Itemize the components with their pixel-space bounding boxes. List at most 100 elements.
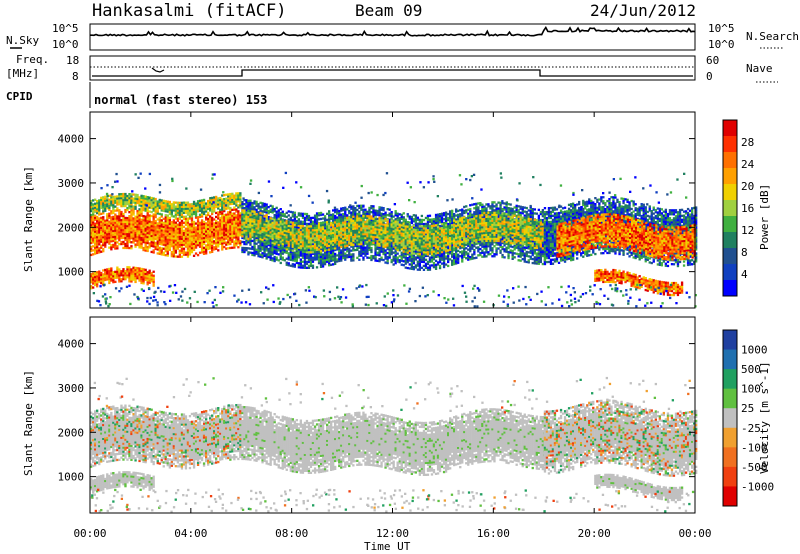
heatmap-cell xyxy=(190,203,194,206)
heatmap-cell xyxy=(156,252,159,255)
heatmap-cell xyxy=(219,234,222,238)
heatmap-cell xyxy=(376,213,379,217)
heatmap-cell xyxy=(190,209,194,212)
heatmap-cell xyxy=(352,211,355,214)
heatmap-cell xyxy=(148,236,151,239)
heatmap-cell xyxy=(114,241,117,244)
heatmap-cell xyxy=(299,262,303,265)
heatmap-cell xyxy=(265,203,268,206)
heatmap-cell xyxy=(255,252,258,255)
heatmap-cell xyxy=(207,211,210,215)
heatmap-cell xyxy=(200,199,204,202)
heatmap-cell xyxy=(299,220,303,223)
heatmap-cell xyxy=(378,258,381,261)
heatmap-cell xyxy=(154,219,157,223)
heatmap-cell xyxy=(491,255,494,258)
heatmap-cell xyxy=(213,246,216,249)
heatmap-cell xyxy=(138,210,141,213)
heatmap-cell xyxy=(180,237,184,240)
heatmap-cell xyxy=(112,199,115,203)
heatmap-cell xyxy=(374,245,377,248)
heatmap-cell xyxy=(205,240,208,243)
heatmap-cell xyxy=(94,252,97,255)
heatmap-cell xyxy=(178,231,182,234)
heatmap-cell xyxy=(362,212,365,215)
heatmap-cell xyxy=(144,209,147,212)
heatmap-cell xyxy=(180,213,184,216)
heatmap-cell xyxy=(463,243,466,246)
heatmap-cell xyxy=(132,229,135,232)
heatmap-cell xyxy=(332,247,335,250)
heatmap-cell xyxy=(281,256,284,259)
heatmap-cell xyxy=(192,254,196,257)
heatmap-cell xyxy=(239,220,242,223)
heatmap-cell xyxy=(152,209,155,212)
heatmap-cell xyxy=(449,222,452,225)
heatmap-cell xyxy=(207,239,210,243)
heatmap-cell xyxy=(402,220,405,223)
heatmap-cell xyxy=(126,222,129,226)
heatmap-cell xyxy=(271,251,274,254)
heatmap-cell xyxy=(174,241,178,244)
heatmap-cell xyxy=(172,219,176,222)
heatmap-cell xyxy=(412,214,416,217)
heatmap-cell xyxy=(505,242,508,245)
heatmap-cell xyxy=(122,242,125,246)
heatmap-cell xyxy=(108,216,111,219)
heatmap-cell xyxy=(128,215,131,218)
heatmap-cell xyxy=(126,242,129,246)
heatmap-cell xyxy=(372,207,375,210)
heatmap-cell xyxy=(192,206,196,210)
heatmap-cell xyxy=(447,222,450,226)
heatmap-cell xyxy=(152,251,155,254)
heatmap-cell xyxy=(432,264,436,267)
heatmap-cell xyxy=(134,245,137,248)
heatmap-cell xyxy=(231,232,234,235)
heatmap-cell xyxy=(102,236,105,239)
heatmap-cell xyxy=(130,237,133,240)
heatmap-cell xyxy=(241,206,244,210)
heatmap-cell xyxy=(356,212,359,216)
heatmap-cell xyxy=(362,246,365,249)
heatmap-cell xyxy=(217,245,220,248)
heatmap-cell xyxy=(428,264,432,267)
heatmap-cell xyxy=(192,202,196,206)
heatmap-cell xyxy=(227,241,230,244)
heatmap-cell xyxy=(219,240,222,244)
heatmap-cell xyxy=(118,233,121,236)
heatmap-cell xyxy=(303,220,307,224)
heatmap-cell xyxy=(451,249,454,252)
heatmap-cell xyxy=(176,225,180,228)
heatmap-cell xyxy=(291,213,295,216)
heatmap-cell xyxy=(148,210,151,213)
heatmap-cell xyxy=(196,242,200,245)
heatmap-cell xyxy=(92,221,95,224)
heatmap-cell xyxy=(334,260,337,264)
heatmap-cell xyxy=(154,221,157,225)
heatmap-cell xyxy=(108,236,111,239)
heatmap-cell xyxy=(202,198,206,202)
heatmap-cell xyxy=(346,208,349,211)
heatmap-cell xyxy=(104,227,107,230)
heatmap-cell xyxy=(215,195,218,199)
heatmap-cell xyxy=(237,242,240,245)
heatmap-cell xyxy=(164,236,167,239)
heatmap-cell xyxy=(237,240,240,243)
heatmap-cell xyxy=(366,248,369,251)
heatmap-cell xyxy=(194,230,198,233)
heatmap-cell xyxy=(245,203,248,206)
heatmap-cell xyxy=(110,226,113,229)
heatmap-cell xyxy=(483,245,486,248)
heatmap-cell xyxy=(239,244,242,247)
heatmap-cell xyxy=(440,252,444,255)
heatmap-cell xyxy=(263,248,266,251)
heatmap-cell xyxy=(451,243,454,246)
heatmap-cell xyxy=(215,211,218,215)
heatmap-cell xyxy=(247,253,250,256)
heatmap-cell xyxy=(267,253,270,257)
heatmap-cell xyxy=(108,230,111,233)
heatmap-cell xyxy=(485,255,488,258)
heatmap-cell xyxy=(180,235,184,238)
heatmap-cell xyxy=(368,210,371,214)
